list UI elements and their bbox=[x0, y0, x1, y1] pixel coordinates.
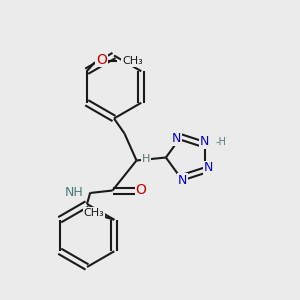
Text: CH₃: CH₃ bbox=[84, 208, 105, 218]
Text: NH: NH bbox=[65, 186, 83, 199]
Text: CH₃: CH₃ bbox=[122, 56, 143, 66]
Text: O: O bbox=[136, 184, 146, 197]
Text: N: N bbox=[204, 161, 213, 174]
Text: N: N bbox=[200, 135, 209, 148]
Text: O: O bbox=[96, 53, 107, 67]
Text: H: H bbox=[142, 154, 150, 164]
Text: -H: -H bbox=[215, 137, 226, 147]
Text: N: N bbox=[178, 174, 187, 187]
Text: N: N bbox=[172, 132, 181, 145]
